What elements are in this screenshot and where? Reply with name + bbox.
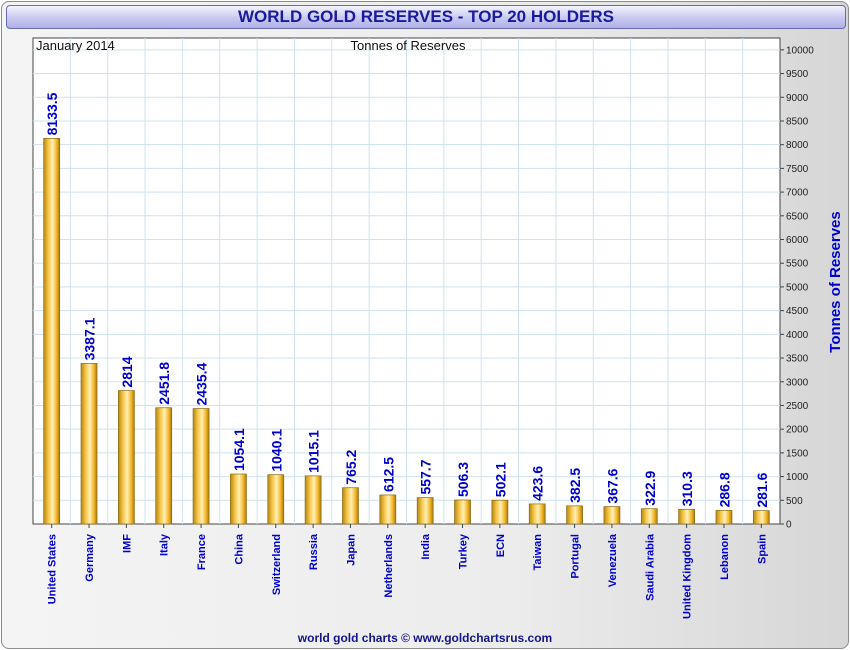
footer-credit: world gold charts © www.goldchartsrus.co… xyxy=(297,631,553,645)
x-tick-label: Venezuela xyxy=(607,533,619,587)
y-tick-label: 5000 xyxy=(786,282,809,293)
y-tick-label: 7000 xyxy=(786,188,809,199)
y-axis-title: Tonnes of Reserves xyxy=(827,211,844,352)
data-label: 8133.5 xyxy=(44,92,60,135)
subtitle-date: January 2014 xyxy=(36,38,115,53)
x-tick-label: Japan xyxy=(345,534,357,566)
data-label: 281.6 xyxy=(754,472,770,507)
gridlines xyxy=(33,38,780,524)
x-tick-label: Turkey xyxy=(458,533,470,569)
x-tick-label: China xyxy=(233,533,245,564)
data-label: 765.2 xyxy=(343,449,359,484)
bar xyxy=(267,474,285,525)
data-label: 423.6 xyxy=(530,466,546,501)
x-tick-label: Lebanon xyxy=(719,534,731,580)
bar xyxy=(528,503,546,525)
bar xyxy=(379,494,397,525)
y-tick-label: 6000 xyxy=(786,235,809,246)
data-label: 557.7 xyxy=(418,459,434,494)
x-tick-label: Saudi Arabia xyxy=(644,533,656,601)
bar xyxy=(118,390,135,525)
bar-series xyxy=(43,138,770,525)
x-tick-label: Switzerland xyxy=(271,534,283,595)
x-tick-label: United States xyxy=(47,534,59,604)
y-tick-label: 8000 xyxy=(786,140,809,151)
x-tick-label: France xyxy=(196,534,208,570)
data-label: 3387.1 xyxy=(82,317,98,360)
y-tick-label: 500 xyxy=(786,496,803,507)
x-tick-label: India xyxy=(420,533,432,560)
y-tick-label: 6500 xyxy=(786,211,809,222)
y-tick-label: 2000 xyxy=(786,425,809,436)
bar xyxy=(491,499,509,525)
bar xyxy=(640,508,658,525)
bar xyxy=(752,510,770,525)
data-label: 2435.4 xyxy=(194,362,210,405)
data-label: 2814 xyxy=(119,356,135,387)
y-tick-label: 8500 xyxy=(786,116,809,127)
y-tick-label: 9500 xyxy=(786,69,809,80)
x-tick-label: United Kingdom xyxy=(682,534,694,619)
y-tick-label: 4500 xyxy=(786,306,809,317)
x-tick-label: Taiwan xyxy=(532,534,544,571)
data-label: 367.6 xyxy=(604,468,620,503)
y-axis: 0 500 1000 1500 2000 2500 3000 3500 4000 4500 5000… xyxy=(780,45,814,531)
x-tick-label: Germany xyxy=(84,533,96,582)
bar xyxy=(603,506,621,525)
bar xyxy=(454,499,471,525)
y-tick-label: 4000 xyxy=(786,330,809,341)
data-label: 612.5 xyxy=(380,457,396,492)
x-tick-label: Russia xyxy=(308,533,320,570)
data-label: 310.3 xyxy=(679,471,695,506)
bar xyxy=(678,508,695,525)
data-label: 2451.8 xyxy=(156,362,172,405)
bar xyxy=(192,408,210,525)
data-label: 502.1 xyxy=(492,462,508,497)
x-tick-label: Spain xyxy=(756,534,768,564)
data-label: 1040.1 xyxy=(268,429,284,472)
x-tick-label: Portugal xyxy=(570,534,582,579)
bar xyxy=(342,487,359,525)
value-labels: 8133.5 3387.1 2814 2451.8 2435.4 1054.1 1040.1… xyxy=(44,92,770,507)
bar xyxy=(304,475,322,525)
y-tick-label: 2500 xyxy=(786,401,809,412)
bar xyxy=(155,407,173,525)
data-label: 322.9 xyxy=(642,470,658,505)
bar xyxy=(230,473,247,525)
data-label: 1054.1 xyxy=(231,428,247,471)
y-tick-label: 0 xyxy=(786,520,792,531)
data-label: 382.5 xyxy=(567,468,583,503)
y-tick-label: 1500 xyxy=(786,448,809,459)
x-tick-label: IMF xyxy=(121,534,133,553)
subtitle-units: Tonnes of Reserves xyxy=(351,38,466,53)
y-tick-label: 7500 xyxy=(786,164,809,175)
data-label: 506.3 xyxy=(455,462,471,497)
bar xyxy=(80,363,98,525)
chart-title: WORLD GOLD RESERVES - TOP 20 HOLDERS xyxy=(6,5,846,29)
y-tick-label: 1000 xyxy=(786,472,809,483)
x-tick-label: ECN xyxy=(495,534,507,557)
bar xyxy=(715,510,733,525)
x-tick-label: Netherlands xyxy=(383,534,395,598)
bar xyxy=(416,497,434,525)
data-label: 1015.1 xyxy=(306,430,322,473)
bar xyxy=(566,505,583,525)
y-tick-label: 5500 xyxy=(786,259,809,270)
x-tick-label: Italy xyxy=(159,533,171,556)
y-tick-label: 3000 xyxy=(786,377,809,388)
y-tick-label: 9000 xyxy=(786,93,809,104)
y-tick-label: 3500 xyxy=(786,354,809,365)
x-axis: United States Germany IMF Italy France China S… xyxy=(47,524,768,619)
y-tick-label: 10000 xyxy=(786,45,814,56)
data-label: 286.8 xyxy=(716,472,732,507)
bar xyxy=(43,138,61,525)
